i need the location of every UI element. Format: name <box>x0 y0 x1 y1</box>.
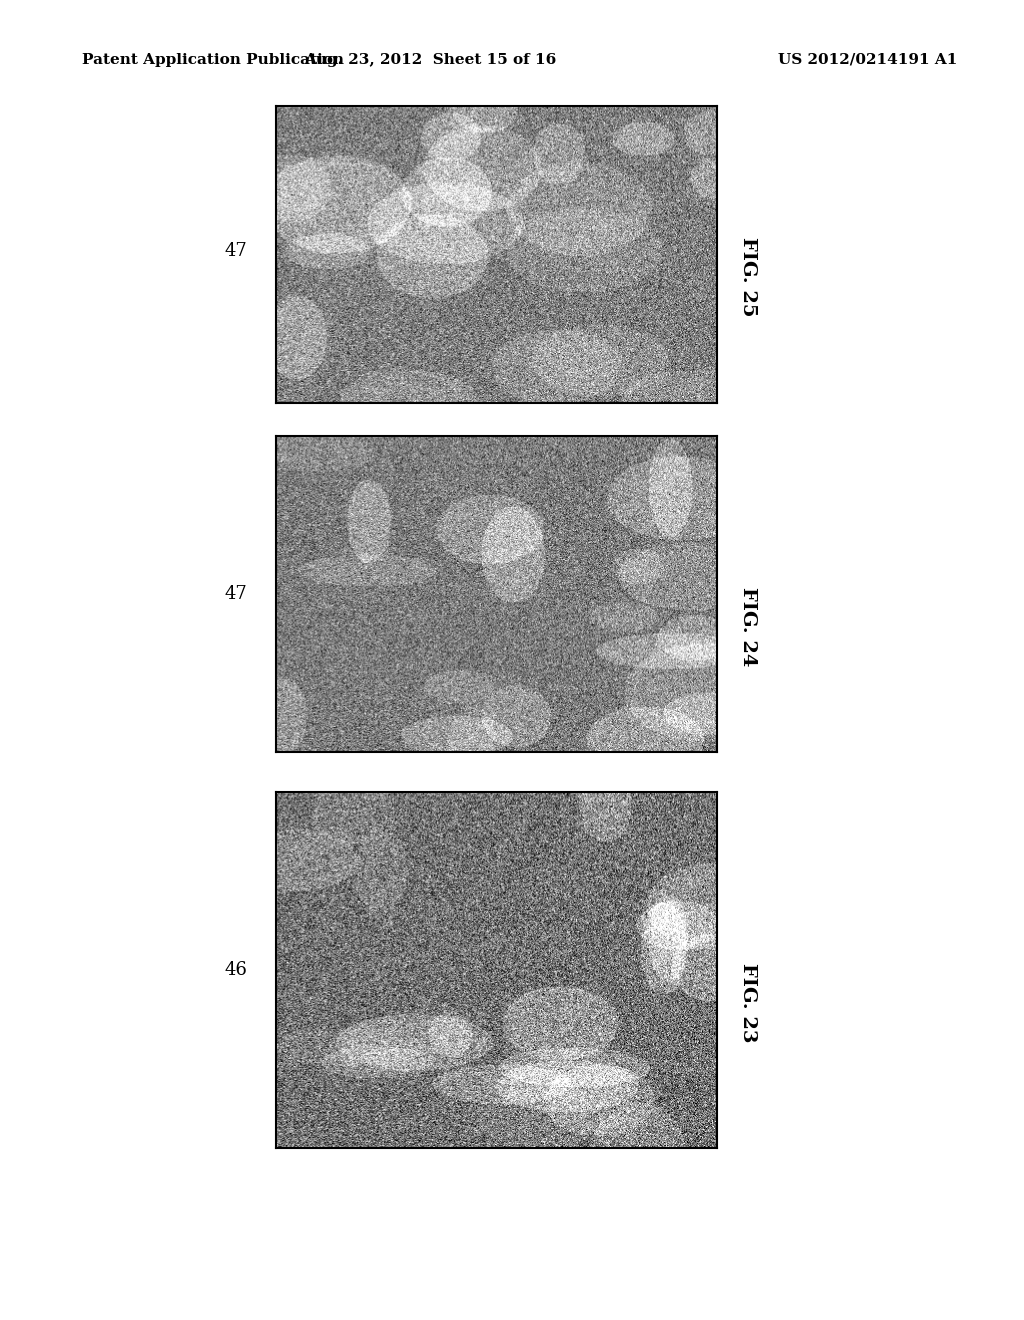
Text: Patent Application Publication: Patent Application Publication <box>82 53 344 67</box>
Text: FIG. 25: FIG. 25 <box>738 238 757 317</box>
Text: 47: 47 <box>224 242 247 260</box>
Text: FIG. 23: FIG. 23 <box>738 964 757 1043</box>
Text: US 2012/0214191 A1: US 2012/0214191 A1 <box>778 53 957 67</box>
Text: Aug. 23, 2012  Sheet 15 of 16: Aug. 23, 2012 Sheet 15 of 16 <box>304 53 556 67</box>
Text: 46: 46 <box>224 961 247 979</box>
Text: 47: 47 <box>224 585 247 603</box>
Text: FIG. 24: FIG. 24 <box>738 587 757 667</box>
